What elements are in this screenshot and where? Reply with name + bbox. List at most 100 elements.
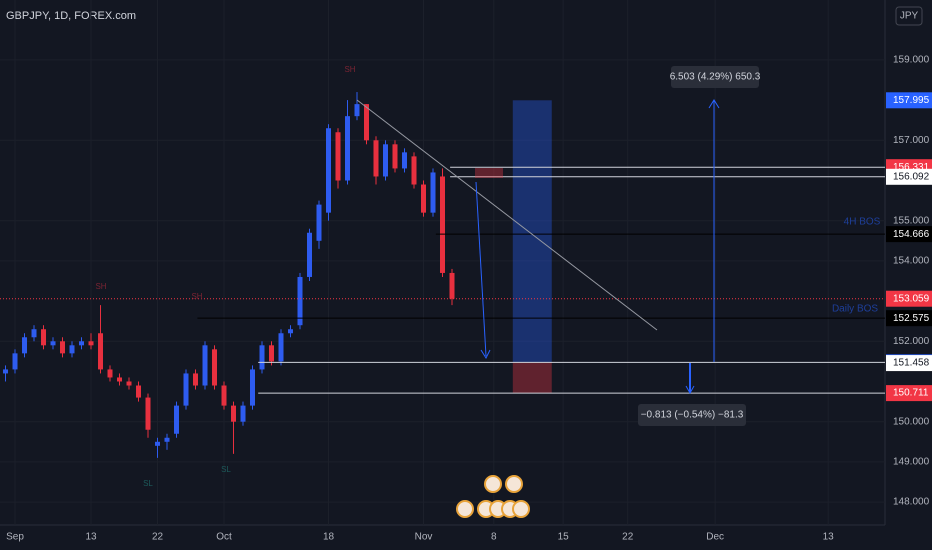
measure-text: −0.813 (−0.54%) −81.3	[641, 410, 744, 421]
x-tick-label: 22	[152, 532, 164, 543]
candle-body	[126, 381, 132, 386]
arrow-head	[708, 99, 720, 109]
stop-zone	[512, 362, 552, 394]
x-tick-label: Dec	[706, 532, 724, 543]
candle-body	[88, 341, 94, 346]
x-tick-label: 13	[823, 532, 835, 543]
candle-body	[402, 152, 408, 169]
y-tick-label: 154.000	[893, 256, 930, 267]
candle-body	[117, 377, 123, 382]
measure-text: 6.503 (4.29%) 650.3	[670, 72, 761, 83]
price-label: 153.059	[893, 293, 930, 304]
events	[456, 475, 530, 518]
annotation: 4H BOS	[844, 217, 881, 228]
trend-line	[356, 99, 658, 331]
price-label: 151.458	[893, 358, 930, 369]
candle-body	[326, 128, 332, 213]
candle-body	[221, 385, 227, 406]
event-icon[interactable]	[484, 475, 502, 493]
candle-body	[3, 369, 9, 374]
swing-label: SL	[143, 479, 153, 488]
candle-body	[136, 385, 142, 398]
price-label: 152.575	[893, 313, 930, 324]
candle-body	[79, 341, 85, 346]
candle-body	[269, 345, 275, 362]
candle-body	[421, 184, 427, 213]
candle-body	[12, 353, 18, 370]
x-tick-label: Oct	[216, 532, 232, 543]
candle-body	[316, 204, 322, 241]
price-label-bg	[886, 385, 932, 402]
x-tick-label: 15	[558, 532, 570, 543]
candle-body	[383, 144, 389, 177]
currency-button[interactable]	[895, 6, 923, 26]
candle-body	[50, 341, 56, 346]
price-label-bg	[886, 92, 932, 109]
annotation: Daily BOS	[832, 304, 878, 315]
candle-body	[31, 329, 37, 338]
arrow-head	[480, 349, 491, 360]
x-tick-label: Nov	[415, 532, 433, 543]
x-tick-label: 8	[491, 532, 497, 543]
arrow-head	[685, 385, 695, 395]
measure-box	[638, 404, 746, 426]
candle-body	[392, 144, 398, 169]
price-label: 156.092	[893, 171, 930, 182]
event-icon[interactable]	[512, 500, 530, 518]
candle-body	[430, 172, 436, 213]
candle-body	[297, 276, 303, 326]
y-tick-label: 152.000	[893, 336, 930, 347]
event-icon[interactable]	[456, 500, 474, 518]
candle-body	[155, 441, 161, 446]
price-label: 154.666	[893, 229, 930, 240]
measure-box	[671, 66, 759, 88]
candle-body	[335, 132, 341, 181]
x-tick-label: 22	[622, 532, 634, 543]
y-tick-label: 159.000	[893, 55, 930, 66]
candle-body	[22, 337, 28, 354]
candle-body	[69, 345, 75, 354]
price-label: 150.711	[893, 388, 929, 399]
x-tick-label: 18	[323, 532, 335, 543]
price-axis	[885, 0, 932, 550]
candle-body	[240, 405, 246, 422]
chart-title: GBPJPY, 1D, FOREX.com	[6, 10, 136, 22]
candle-body	[364, 104, 370, 141]
swing-label: SH	[95, 282, 106, 291]
y-tick-label: 157.000	[893, 135, 930, 146]
candle-body	[307, 232, 313, 277]
price-label-bg	[886, 168, 932, 185]
candle-body	[98, 333, 104, 370]
candle-body	[202, 345, 208, 386]
event-icon[interactable]	[505, 475, 523, 493]
candle-body	[278, 333, 284, 362]
candle-body	[288, 329, 294, 334]
swing-label: SH	[191, 292, 202, 301]
swing-label: SH	[344, 65, 355, 74]
candle-body	[259, 345, 265, 370]
candle-body	[193, 373, 199, 386]
price-label: 156.331	[893, 162, 930, 173]
price-label-bg	[886, 290, 932, 307]
candle-body	[183, 373, 189, 406]
candle-body	[440, 176, 445, 273]
candle-body	[411, 156, 417, 185]
candle-body	[145, 397, 151, 430]
candle-body	[373, 140, 379, 177]
candle-body	[164, 437, 170, 442]
candle-body	[212, 349, 218, 386]
candle-body	[345, 116, 351, 181]
y-tick-label: 148.000	[893, 497, 930, 508]
target-zone	[512, 100, 552, 363]
candle-body	[174, 405, 180, 434]
y-tick-label: 149.000	[893, 457, 930, 468]
arrow	[475, 181, 487, 357]
candle-body	[60, 341, 66, 354]
price-label-bg	[886, 310, 932, 327]
candle-body	[354, 104, 360, 117]
swing-label: SL	[221, 465, 231, 474]
price-label-bg	[886, 226, 932, 243]
candle-body	[231, 405, 237, 422]
price-label-bg	[886, 355, 932, 372]
